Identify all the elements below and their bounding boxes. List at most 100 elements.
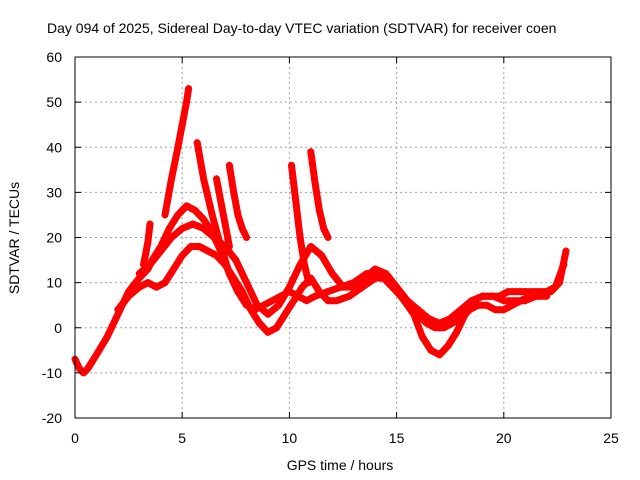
data-point xyxy=(232,256,240,264)
data-point xyxy=(157,247,165,255)
data-point xyxy=(285,283,293,291)
series-line xyxy=(225,161,250,241)
y-tick-label: 40 xyxy=(46,139,62,155)
y-tick-label: 50 xyxy=(46,94,62,110)
data-point xyxy=(292,197,300,205)
data-point xyxy=(290,297,298,305)
data-point xyxy=(315,288,323,296)
chart-title: Day 094 of 2025, Sidereal Day-to-day VTE… xyxy=(47,20,556,36)
data-point xyxy=(457,306,465,314)
x-tick-label: 0 xyxy=(71,430,79,446)
data-point xyxy=(446,315,454,323)
data-point xyxy=(193,139,201,147)
data-point xyxy=(328,270,336,278)
data-point xyxy=(350,283,358,291)
y-tick-label: 0 xyxy=(54,320,62,336)
y-tick-label: -10 xyxy=(42,365,62,381)
data-point xyxy=(305,279,313,287)
data-point xyxy=(425,315,433,323)
series-spike-e xyxy=(161,85,193,219)
data-point xyxy=(403,297,411,305)
data-point xyxy=(200,215,208,223)
data-point xyxy=(213,175,221,183)
data-point xyxy=(80,369,88,377)
data-point xyxy=(191,206,199,214)
y-tick-labels: -20 -10 0 10 20 30 40 50 60 xyxy=(42,49,62,426)
data-point xyxy=(444,342,452,350)
data-point xyxy=(311,292,319,300)
data-point xyxy=(521,297,529,305)
tick-marks xyxy=(74,56,612,419)
data-point xyxy=(521,288,529,296)
data-point xyxy=(324,234,332,241)
data-point xyxy=(189,220,197,228)
data-point xyxy=(217,197,225,205)
data-point xyxy=(167,175,175,183)
data-point xyxy=(174,143,182,151)
data-point xyxy=(500,297,508,305)
data-point xyxy=(225,270,233,278)
y-axis-label: SDTVAR / TECUs xyxy=(6,182,22,294)
data-point xyxy=(410,310,418,318)
data-point xyxy=(114,306,122,314)
x-tick-labels: 0 5 10 15 20 25 xyxy=(71,430,619,446)
data-point xyxy=(303,297,311,305)
data-point xyxy=(489,292,497,300)
series-line xyxy=(307,148,332,241)
data-point xyxy=(185,85,193,93)
data-point xyxy=(75,364,83,372)
data-point xyxy=(221,220,229,228)
data-point xyxy=(562,247,570,255)
data-point xyxy=(315,206,323,214)
series-spike-d xyxy=(140,220,154,269)
series-spike-h xyxy=(225,161,251,241)
data-point xyxy=(532,292,540,300)
data-point xyxy=(504,288,512,296)
grid xyxy=(75,57,611,418)
data-point xyxy=(435,351,443,359)
data-point xyxy=(468,297,476,305)
data-point xyxy=(339,283,347,291)
data-point xyxy=(161,279,169,287)
data-point xyxy=(320,224,328,232)
data-point xyxy=(371,274,379,282)
series-spike-g xyxy=(213,175,233,251)
data-point xyxy=(195,243,203,251)
data-point xyxy=(170,265,178,273)
data-point xyxy=(382,270,390,278)
series-line xyxy=(161,85,193,219)
data-point xyxy=(135,283,143,291)
data-point xyxy=(435,319,443,327)
data-point xyxy=(182,98,190,106)
data-point xyxy=(255,319,263,327)
data-point xyxy=(208,211,216,219)
data-point xyxy=(307,148,315,156)
data-point xyxy=(140,261,148,269)
series-line xyxy=(140,220,154,269)
data-point xyxy=(500,306,508,314)
data-point xyxy=(431,324,439,332)
data-point xyxy=(300,261,308,269)
data-point xyxy=(225,243,233,251)
data-point xyxy=(146,261,154,269)
data-point xyxy=(178,252,186,260)
data-point xyxy=(491,306,499,314)
data-point xyxy=(217,243,225,251)
data-point xyxy=(103,333,111,341)
data-point xyxy=(281,310,289,318)
data-point xyxy=(414,306,422,314)
data-point xyxy=(247,306,255,314)
y-tick-label: -20 xyxy=(42,410,62,426)
data-point xyxy=(311,179,319,187)
data-point xyxy=(324,288,332,296)
series-track-c xyxy=(135,220,551,327)
x-tick-label: 5 xyxy=(178,430,186,446)
data-point xyxy=(204,247,212,255)
data-point xyxy=(474,301,482,309)
data-point xyxy=(161,211,169,219)
data-point xyxy=(318,252,326,260)
data-point xyxy=(146,220,154,228)
data-point xyxy=(230,188,238,196)
data-point xyxy=(513,288,521,296)
